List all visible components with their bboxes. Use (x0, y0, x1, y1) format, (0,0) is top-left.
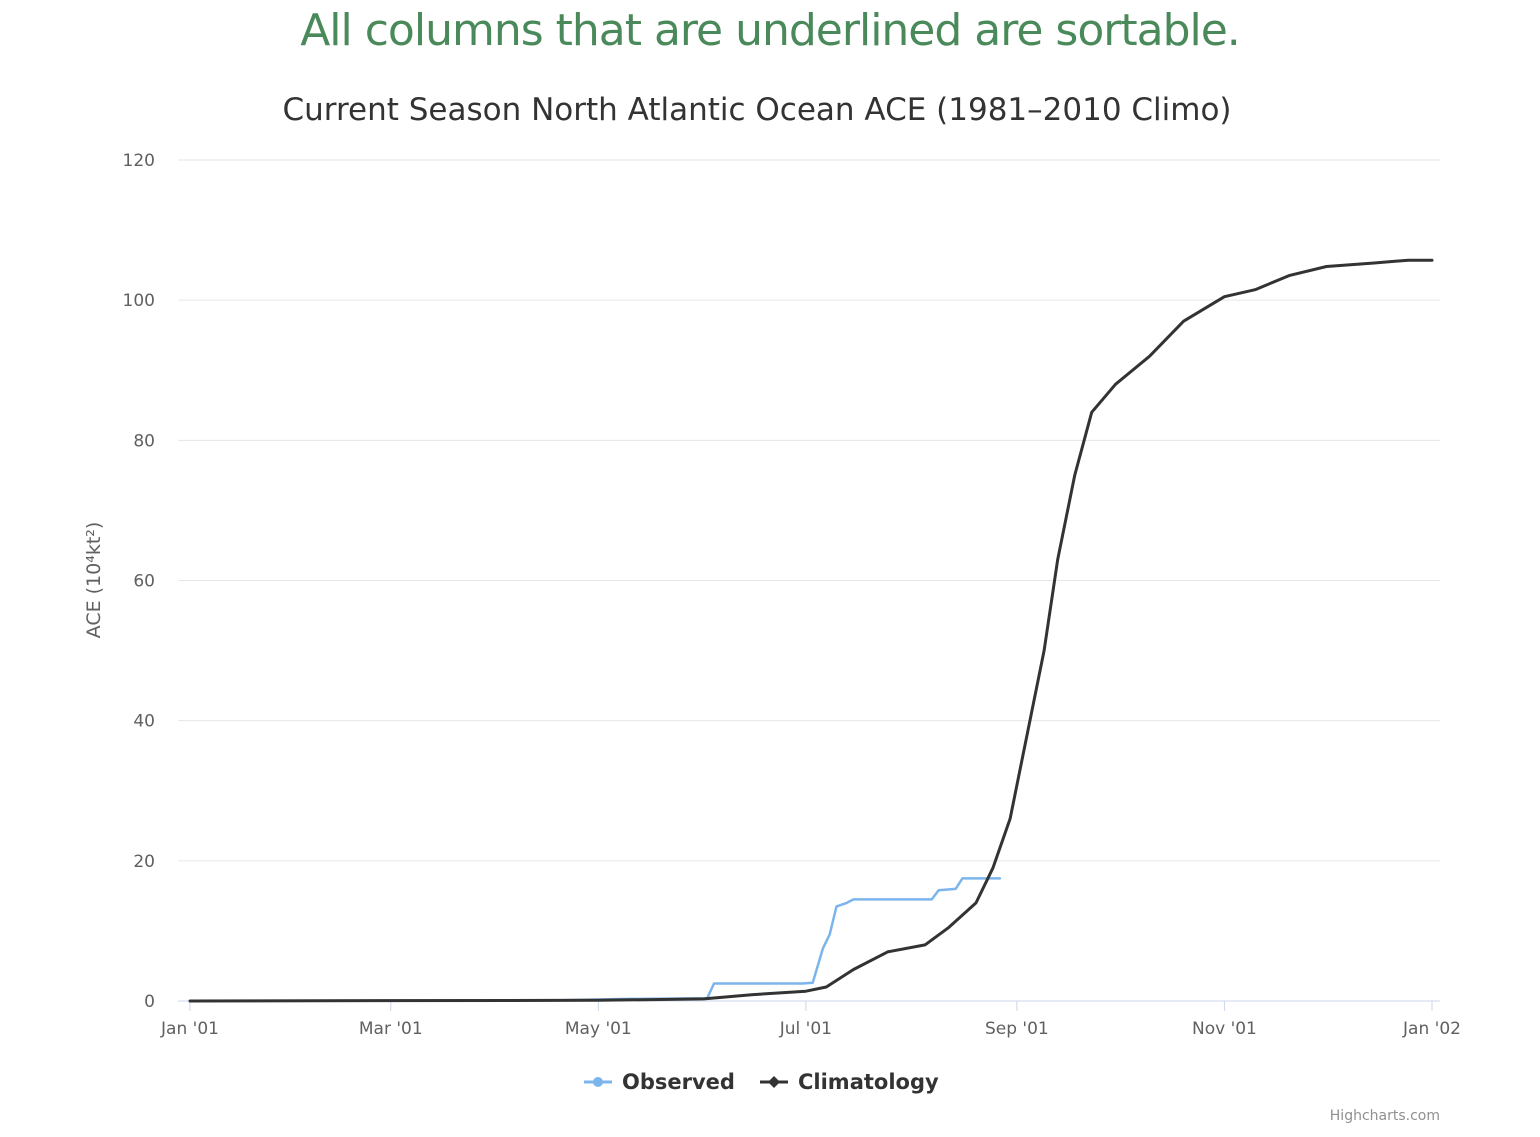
series-lines (188, 258, 1434, 1003)
x-tick-label: Nov '01 (1192, 1019, 1257, 1039)
legend-observed-label: Observed (622, 1070, 735, 1094)
y-tick-label: 120 (123, 151, 155, 171)
chart-title: Current Season North Atlantic Ocean ACE … (282, 92, 1231, 128)
x-tick-label: May '01 (565, 1019, 632, 1039)
y-tick-label: 60 (133, 572, 155, 592)
x-tick-label: Jan '02 (1402, 1019, 1461, 1039)
x-axis-ticks: Jan '01 Mar '01 May '01 Jul '01 Sep '01 Nov '… (160, 1001, 1461, 1039)
y-tick-label: 100 (123, 291, 155, 311)
legend-climatology-marker (768, 1076, 780, 1088)
y-axis-ticks: 0 20 40 60 80 100 120 (123, 151, 155, 1012)
legend-item-climatology[interactable]: Climatology (760, 1070, 939, 1094)
y-tick-label: 20 (133, 852, 155, 872)
x-tick-label: Mar '01 (359, 1019, 423, 1039)
series-line-observed[interactable] (188, 877, 1002, 1003)
highcharts-credit[interactable]: Highcharts.com (1330, 1108, 1440, 1124)
legend-observed-marker (593, 1077, 603, 1087)
gridlines (178, 159, 1440, 862)
legend-climatology-label: Climatology (798, 1070, 939, 1094)
y-axis-label: ACE (10⁴kt²) (83, 522, 105, 639)
y-tick-label: 80 (133, 431, 155, 451)
legend-item-observed[interactable]: Observed (584, 1070, 735, 1094)
series-line-climatology[interactable] (188, 258, 1434, 1003)
x-tick-label: Jan '01 (160, 1019, 219, 1039)
sortable-columns-banner: All columns that are underlined are sort… (300, 5, 1241, 56)
x-tick-label: Sep '01 (985, 1019, 1049, 1039)
y-tick-label: 40 (133, 712, 155, 732)
y-tick-label: 0 (144, 992, 155, 1012)
x-tick-label: Jul '01 (779, 1019, 832, 1039)
legend: Observed Climatology (584, 1070, 939, 1094)
